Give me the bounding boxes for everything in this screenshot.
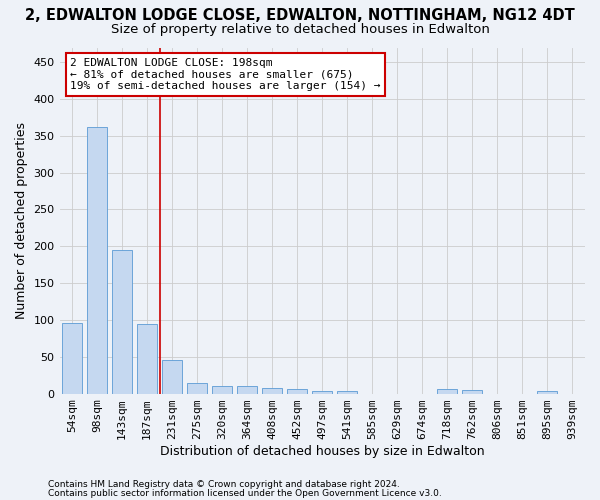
- Bar: [62, 323, 82, 394]
- Bar: [538, 390, 557, 394]
- Bar: [162, 360, 182, 394]
- Y-axis label: Number of detached properties: Number of detached properties: [15, 122, 28, 319]
- Bar: [287, 389, 307, 394]
- Text: Contains HM Land Registry data © Crown copyright and database right 2024.: Contains HM Land Registry data © Crown c…: [48, 480, 400, 489]
- Bar: [187, 384, 207, 394]
- Bar: [137, 324, 157, 394]
- Bar: [237, 386, 257, 394]
- Text: Contains public sector information licensed under the Open Government Licence v3: Contains public sector information licen…: [48, 488, 442, 498]
- Text: 2 EDWALTON LODGE CLOSE: 198sqm
← 81% of detached houses are smaller (675)
19% of: 2 EDWALTON LODGE CLOSE: 198sqm ← 81% of …: [70, 58, 380, 91]
- X-axis label: Distribution of detached houses by size in Edwalton: Distribution of detached houses by size …: [160, 444, 485, 458]
- Bar: [112, 250, 132, 394]
- Bar: [87, 127, 107, 394]
- Text: Size of property relative to detached houses in Edwalton: Size of property relative to detached ho…: [110, 22, 490, 36]
- Bar: [437, 389, 457, 394]
- Text: 2, EDWALTON LODGE CLOSE, EDWALTON, NOTTINGHAM, NG12 4DT: 2, EDWALTON LODGE CLOSE, EDWALTON, NOTTI…: [25, 8, 575, 22]
- Bar: [212, 386, 232, 394]
- Bar: [312, 392, 332, 394]
- Bar: [463, 390, 482, 394]
- Bar: [337, 390, 358, 394]
- Bar: [262, 388, 282, 394]
